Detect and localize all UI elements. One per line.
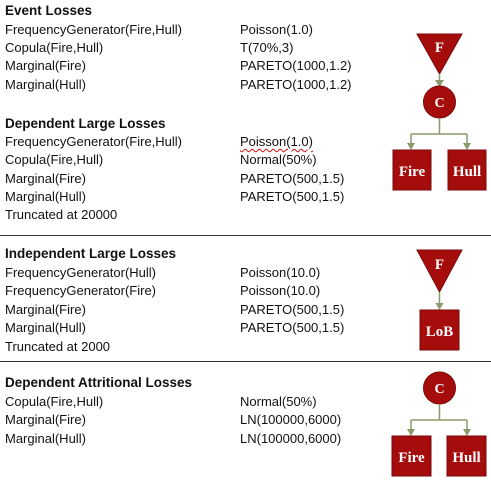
param-label: FrequencyGenerator(Fire) [5, 283, 156, 298]
param-value: T(70%,3) [240, 40, 294, 55]
param-label: Marginal(Hull) [5, 77, 86, 92]
param-label: FrequencyGenerator(Fire,Hull) [5, 22, 183, 37]
param-value: PARETO(1000,1.2) [240, 58, 352, 73]
hull-lob-node [446, 435, 487, 477]
param-value: PARETO(1000,1.2) [240, 77, 352, 92]
param-value: PARETO(500,1.5) [240, 171, 345, 186]
section-divider [0, 361, 491, 362]
param-label: Marginal(Fire) [5, 58, 86, 73]
connector-arrowhead [407, 143, 415, 150]
fire-node-label: Fire [399, 164, 426, 180]
section-title-dependent-large-losses: Dependent Large Losses [5, 116, 166, 131]
fire-lob-node [392, 149, 432, 191]
param-value: Normal(50%) [240, 152, 317, 167]
connector-arrowhead [435, 80, 444, 87]
param-label: Marginal(Fire) [5, 302, 86, 317]
param-value: Poisson(1.0) [240, 134, 313, 149]
section-title-event-losses: Event Losses [5, 3, 93, 18]
param-label: FrequencyGenerator(Hull) [5, 265, 157, 280]
param-value: Poisson(1.0) [240, 22, 313, 37]
section-title-independent-large-losses: Independent Large Losses [5, 246, 177, 261]
param-value: PARETO(500,1.5) [240, 320, 345, 335]
hull-lob-node [447, 149, 487, 191]
param-label: Marginal(Fire) [5, 171, 86, 186]
param-label: Marginal(Hull) [5, 320, 86, 335]
connector-arrowhead [463, 429, 471, 436]
param-label: Copula(Fire,Hull) [5, 152, 104, 167]
section-title-dependent-attritional-losses: Dependent Attritional Losses [5, 375, 193, 390]
connector-arrowhead [463, 143, 471, 150]
param-value: Poisson(10.0) [240, 265, 321, 280]
frequency-node-label: F [435, 257, 444, 273]
param-label: Copula(Fire,Hull) [5, 394, 104, 409]
param-value: LN(100000,6000) [240, 412, 342, 427]
hull-node-label: Hull [453, 164, 481, 180]
connector-arrowhead [407, 429, 415, 436]
param-value: LN(100000,6000) [240, 431, 342, 446]
event-dependency-diagram: F C Fire Hull [392, 33, 487, 191]
frequency-triangle-node [416, 249, 463, 294]
param-value: PARETO(500,1.5) [240, 302, 345, 317]
independent-diagram: F LoB [416, 249, 463, 351]
param-value: Poisson(10.0) [240, 283, 321, 298]
hull-node-label: Hull [452, 450, 480, 466]
section-divider [0, 235, 491, 236]
param-label: FrequencyGenerator(Fire,Hull) [5, 134, 183, 149]
param-label: Marginal(Fire) [5, 412, 86, 427]
copula-node-label: C [434, 382, 444, 397]
truncation-note: Truncated at 20000 [5, 207, 118, 222]
attritional-diagram: C Fire Hull [391, 371, 487, 477]
param-value: PARETO(500,1.5) [240, 189, 345, 204]
param-label: Marginal(Hull) [5, 431, 86, 446]
fire-node-label: Fire [398, 450, 425, 466]
fire-lob-node [391, 435, 432, 477]
param-value: Normal(50%) [240, 394, 317, 409]
lob-node-label: LoB [426, 324, 454, 340]
lob-node [419, 309, 460, 351]
param-label: Copula(Fire,Hull) [5, 40, 104, 55]
frequency-node-label: F [435, 40, 444, 56]
truncation-note: Truncated at 2000 [5, 339, 111, 354]
connector-arrowhead [435, 303, 444, 310]
copula-node-label: C [434, 96, 444, 111]
frequency-triangle-node [416, 33, 463, 76]
param-label: Marginal(Hull) [5, 189, 86, 204]
